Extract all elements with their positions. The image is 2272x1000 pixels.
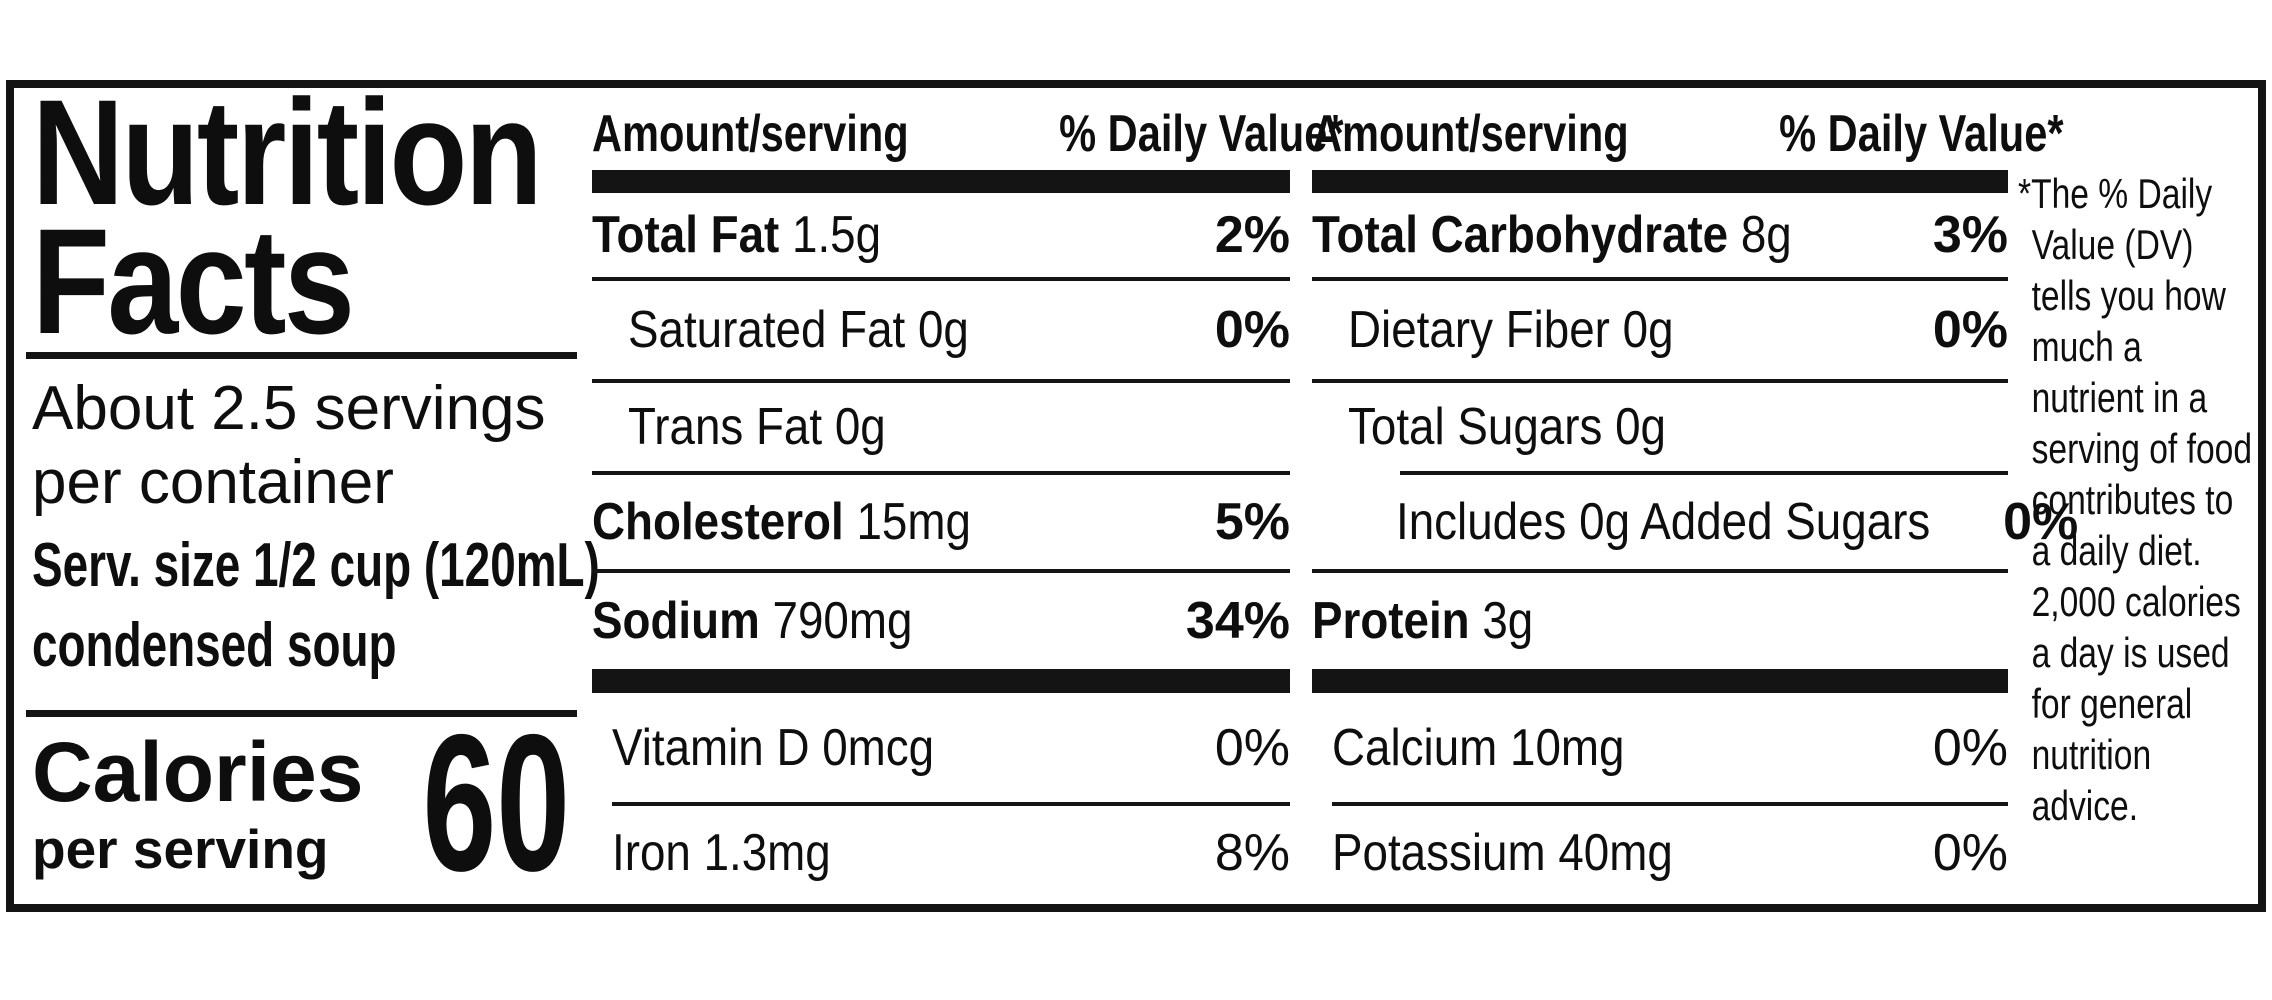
footnote-line: 2,000 calories (2031, 578, 2241, 625)
section-bar (592, 170, 1290, 193)
nutrient-row-sodium: Sodium 790mg 34% (592, 573, 1290, 669)
column-header: Amount/serving % Daily Value* (1312, 100, 2063, 170)
divider (592, 471, 1290, 475)
nutrient-row-total-sugars: Total Sugars 0g (1312, 383, 2008, 471)
nutrient-row-protein: Protein 3g (1312, 573, 2008, 669)
calories-word: Calories (32, 725, 364, 819)
nutrient-row-cholesterol: Cholesterol 15mg 5% (592, 475, 1290, 569)
daily-value-header: % Daily Value* (1778, 105, 2064, 163)
footnote-line: contributes to (2031, 476, 2234, 523)
nutrient-row-dietary-fiber: Dietary Fiber 0g 0% (1312, 281, 2008, 379)
footnote-line: a day is used (2031, 629, 2230, 676)
amount-serving-header: Amount/serving (1312, 105, 1629, 163)
nutrient-text: Vitamin D 0mcg (612, 718, 935, 777)
panel-title: Nutrition Facts (32, 68, 543, 365)
section-bar (1312, 669, 2008, 693)
servings-per-container: About 2.5 servings per container (32, 372, 546, 520)
nutrient-text: Saturated Fat 0g (628, 301, 969, 359)
divider (1312, 379, 2008, 383)
nutrient-text: Total Sugars 0g (1348, 398, 1666, 456)
daily-value-percent: 0% (1932, 823, 2008, 882)
daily-value-header: % Daily Value* (1058, 105, 1344, 163)
panel-title-line1: Nutrition (32, 68, 543, 236)
divider (612, 802, 1290, 806)
serving-size: Serv. size 1/2 cup (120mL) condensed sou… (32, 526, 600, 686)
divider (592, 569, 1290, 573)
daily-value-percent: 5% (1214, 493, 1290, 551)
nutrient-row-iron: Iron 1.3mg 8% (592, 806, 1290, 899)
nutrient-text: Dietary Fiber 0g (1348, 301, 1674, 359)
footnote-line: Value (DV) (2031, 221, 2194, 268)
column-header: Amount/serving % Daily Value* (592, 100, 1343, 170)
nutrient-row-calcium: Calcium 10mg 0% (1312, 693, 2008, 802)
nutrient-text: Total Fat 1.5g (592, 206, 882, 264)
calories-value: 60 (422, 694, 570, 912)
daily-value-percent: 2% (1214, 206, 1290, 264)
footnote-line: tells you how (2031, 272, 2226, 319)
nutrient-text: Cholesterol 15mg (592, 493, 971, 551)
footnote-line: for general (2031, 680, 2193, 727)
nutrient-text: Sodium 790mg (592, 592, 913, 650)
daily-value-percent: 8% (1214, 823, 1290, 882)
nutrient-text: Iron 1.3mg (612, 823, 831, 882)
serving-size-line2: condensed soup (32, 611, 397, 680)
nutrient-row-vitamin-d: Vitamin D 0mcg 0% (592, 693, 1290, 802)
servings-line1: About 2.5 servings (32, 374, 546, 443)
footnote-line: *The % Daily (2018, 170, 2213, 217)
nutrient-row-trans-fat: Trans Fat 0g (592, 383, 1290, 471)
nutrient-text: Total Carbohydrate 8g (1312, 206, 1792, 264)
servings-line2: per container (32, 448, 394, 517)
section-bar (1312, 170, 2008, 193)
daily-value-percent: 0% (2003, 493, 2079, 551)
nutrient-row-saturated-fat: Saturated Fat 0g 0% (592, 281, 1290, 379)
amount-serving-header: Amount/serving (592, 105, 909, 163)
divider (592, 379, 1290, 383)
nutrient-column-right: Amount/serving % Daily Value* Total Carb… (1312, 100, 2078, 899)
nutrient-row-added-sugars: Includes 0g Added Sugars 0% (1312, 475, 2078, 569)
calories-per-serving: per serving (32, 818, 329, 880)
daily-value-percent: 3% (1932, 206, 2008, 264)
nutrient-row-total-carbohydrate: Total Carbohydrate 8g 3% (1312, 193, 2008, 277)
footnote-line: serving of food (2031, 425, 2253, 472)
nutrient-text: Calcium 10mg (1332, 718, 1625, 777)
divider (26, 352, 577, 359)
calories-section: Calories per serving (32, 730, 364, 877)
daily-value-percent: 0% (1214, 301, 1290, 359)
daily-value-percent: 0% (1932, 301, 2008, 359)
nutrient-row-potassium: Potassium 40mg 0% (1312, 806, 2008, 899)
serving-size-line1: Serv. size 1/2 cup (120mL) (32, 531, 600, 600)
daily-value-percent: 0% (1932, 718, 2008, 777)
section-bar (592, 669, 1290, 693)
nutrient-text: Protein 3g (1312, 592, 1534, 650)
nutrition-facts-panel: Nutrition Facts About 2.5 servings per c… (6, 68, 2266, 912)
divider (592, 277, 1290, 281)
daily-value-footnote: *The % Daily Value (DV) tells you how mu… (2018, 168, 2266, 831)
divider (1332, 802, 2008, 806)
nutrient-column-left: Amount/serving % Daily Value* Total Fat … (592, 100, 1343, 899)
divider (26, 710, 577, 717)
footnote-line: advice. (2031, 782, 2139, 829)
footnote-line: nutrient in a (2031, 374, 2208, 421)
daily-value-percent: 34% (1185, 592, 1290, 650)
footnote-line: nutrition (2031, 731, 2152, 778)
panel-title-line2: Facts (32, 197, 355, 365)
divider (1400, 471, 2008, 475)
divider (1312, 277, 2008, 281)
divider (1312, 569, 2008, 573)
footnote-line: a daily diet. (2031, 527, 2202, 574)
nutrient-row-total-fat: Total Fat 1.5g 2% (592, 193, 1290, 277)
daily-value-percent: 0% (1214, 718, 1290, 777)
nutrient-text: Potassium 40mg (1332, 823, 1673, 882)
nutrient-text: Includes 0g Added Sugars (1396, 493, 1931, 551)
nutrient-text: Trans Fat 0g (628, 398, 886, 456)
footnote-line: much a (2031, 323, 2142, 370)
